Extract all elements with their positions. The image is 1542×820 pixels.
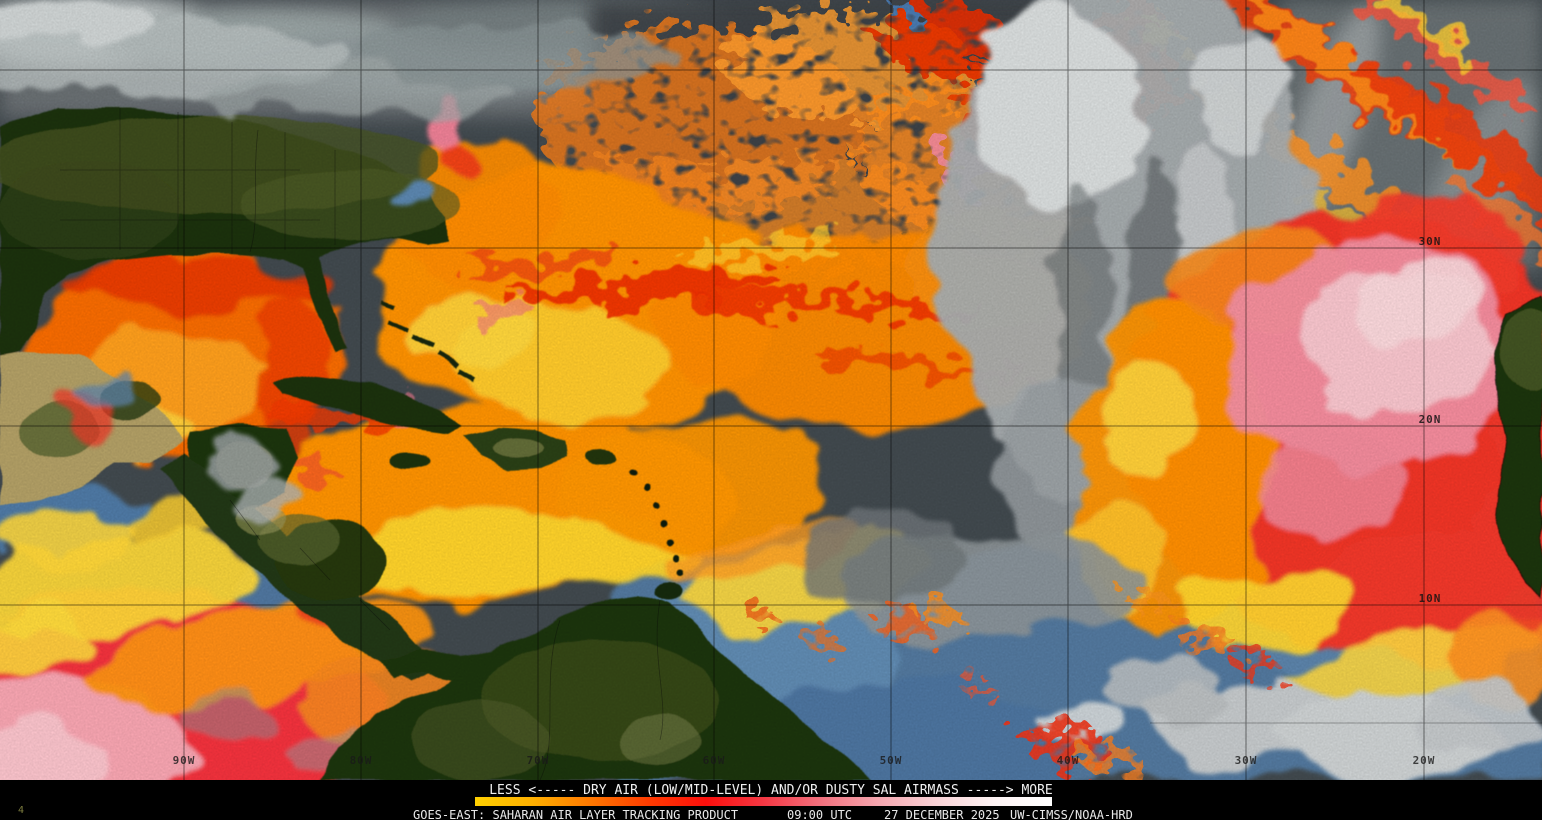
latitude-label-20n: 20N [1418,413,1442,426]
longitude-label-30w: 30W [1234,754,1258,767]
longitude-label-80w: 80W [349,754,373,767]
image-grain [0,0,1542,780]
longitude-label-50w: 50W [879,754,903,767]
longitude-label-70w: 70W [526,754,550,767]
longitude-label-20w: 20W [1412,754,1436,767]
product-info-bar: 4 LESS <----- DRY AIR (LOW/MID-LEVEL) AN… [0,780,1542,820]
longitude-label-90w: 90W [172,754,196,767]
latitude-label-10n: 10N [1418,592,1442,605]
longitude-label-40w: 40W [1056,754,1080,767]
product-credit: UW-CIMSS/NOAA-HRD [1010,808,1133,820]
latitude-label-30n: 30N [1418,235,1442,248]
colorbar-legend-text: LESS <----- DRY AIR (LOW/MID-LEVEL) AND/… [489,783,1053,798]
satellite-map: 30N 20N 10N 90W 80W 70W 60W 50W 40W 30W … [0,0,1542,780]
frame-number: 4 [18,805,25,816]
satellite-composite-image [0,0,1542,780]
sal-colorbar [475,797,1052,806]
product-date: 27 DECEMBER 2025 [884,808,1000,820]
latlon-gridlines [0,0,1542,780]
longitude-label-60w: 60W [702,754,726,767]
product-title: GOES-EAST: SAHARAN AIR LAYER TRACKING PR… [413,808,739,820]
product-time: 09:00 UTC [787,808,853,820]
